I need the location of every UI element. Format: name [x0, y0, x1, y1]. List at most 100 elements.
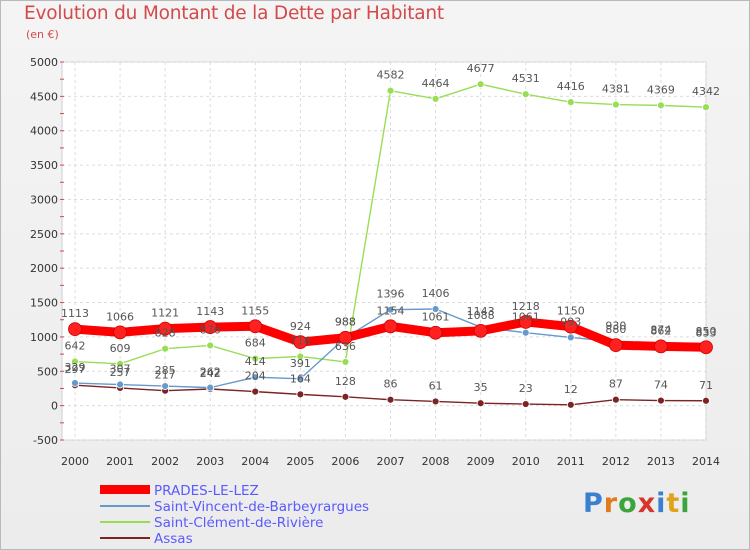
data-label: 924 [290, 320, 311, 333]
y-tick-label: 4000 [30, 125, 58, 138]
x-tick-label: 2012 [602, 455, 630, 468]
chart-title: Evolution du Montant de la Dette par Hab… [24, 3, 444, 24]
x-tick-label: 2001 [106, 455, 134, 468]
data-label: 71 [699, 379, 713, 392]
x-tick-label: 2000 [61, 455, 89, 468]
data-point [518, 315, 533, 329]
data-label: 684 [245, 337, 266, 350]
x-tick-label: 2011 [557, 455, 585, 468]
data-label: 74 [654, 379, 668, 392]
data-point [116, 380, 124, 389]
data-label: 716 [290, 334, 311, 347]
data-label: 609 [110, 342, 131, 355]
data-point [476, 80, 485, 89]
proxiti-logo: Proxiti [583, 488, 691, 519]
y-tick-label: 2500 [30, 228, 58, 241]
data-point [341, 392, 350, 401]
data-label: 4416 [557, 80, 585, 93]
x-tick-label: 2013 [647, 455, 675, 468]
data-point [431, 397, 440, 406]
data-label: 1143 [196, 305, 224, 318]
data-point [296, 390, 305, 399]
data-label: 4381 [602, 83, 630, 96]
logo-letter: r [603, 488, 619, 519]
y-tick-label: 3500 [30, 159, 58, 172]
data-point [563, 319, 578, 334]
data-label: 874 [650, 324, 671, 337]
data-label: 1218 [512, 300, 540, 313]
data-point [386, 305, 395, 314]
plot-area [61, 61, 707, 441]
logo-letter: x [637, 488, 657, 519]
data-label: 4369 [647, 83, 675, 96]
data-point [476, 399, 485, 408]
data-point [296, 374, 305, 383]
data-point [161, 344, 170, 353]
data-point [702, 396, 710, 405]
data-label: 828 [155, 327, 176, 340]
data-point [341, 358, 350, 366]
x-tick-label: 2006 [331, 455, 359, 468]
data-label: 988 [335, 316, 356, 329]
data-point [699, 340, 713, 355]
data-label: 257 [110, 366, 131, 379]
data-point [338, 330, 353, 345]
data-point [431, 94, 440, 103]
data-label: 636 [335, 340, 356, 353]
data-label: 4464 [422, 77, 450, 90]
data-point [248, 319, 263, 334]
data-label: 87 [609, 378, 623, 391]
logo-letter: t [666, 488, 681, 519]
data-label: 642 [65, 340, 86, 353]
logo-letter: i [680, 488, 691, 519]
data-label: 414 [245, 355, 266, 368]
legend-label: PRADES-LE-LEZ [154, 483, 259, 499]
data-point [113, 325, 127, 340]
data-point [657, 101, 665, 110]
data-point [386, 86, 395, 95]
unit-label: (en €) [26, 28, 59, 41]
data-point [293, 335, 308, 350]
data-label: 329 [65, 361, 86, 374]
data-label: 4582 [377, 69, 405, 82]
logo-letter: o [618, 488, 638, 519]
data-point [521, 328, 530, 337]
x-tick-label: 2002 [151, 455, 179, 468]
data-point [116, 359, 124, 368]
data-label: 1113 [61, 307, 89, 320]
data-label: 1061 [512, 311, 540, 324]
data-label: 86 [384, 378, 398, 391]
x-tick-label: 2008 [422, 455, 450, 468]
y-tick-label: 1000 [30, 331, 58, 344]
data-point [521, 400, 530, 408]
x-tick-label: 2005 [286, 455, 314, 468]
data-point [473, 323, 488, 338]
data-label: 833 [696, 326, 717, 339]
data-label: 242 [200, 367, 221, 380]
data-label: 4342 [692, 85, 720, 98]
x-tick-label: 2003 [196, 455, 224, 468]
data-label: 4531 [512, 72, 540, 85]
data-label: 204 [245, 370, 266, 383]
y-tick-label: 500 [37, 365, 58, 378]
data-label: 850 [696, 325, 717, 338]
data-point [566, 333, 575, 342]
y-tick-label: 4500 [30, 90, 58, 103]
data-point [296, 352, 305, 361]
y-tick-label: 1500 [30, 297, 58, 310]
data-label: 262 [200, 366, 221, 379]
data-label: 1155 [241, 304, 269, 317]
data-label: 23 [519, 382, 533, 395]
data-label: 35 [474, 381, 488, 394]
x-tick-label: 2010 [512, 455, 540, 468]
data-point [611, 395, 620, 404]
data-label: 1061 [422, 311, 450, 324]
data-point [431, 305, 440, 313]
data-label: 12 [564, 383, 578, 396]
data-label: 993 [560, 315, 581, 328]
data-label: 307 [110, 363, 131, 376]
legend-label: Saint-Clément-de-Rivière [154, 515, 323, 531]
y-tick-label: 5000 [30, 56, 58, 69]
data-label: 217 [155, 369, 176, 382]
